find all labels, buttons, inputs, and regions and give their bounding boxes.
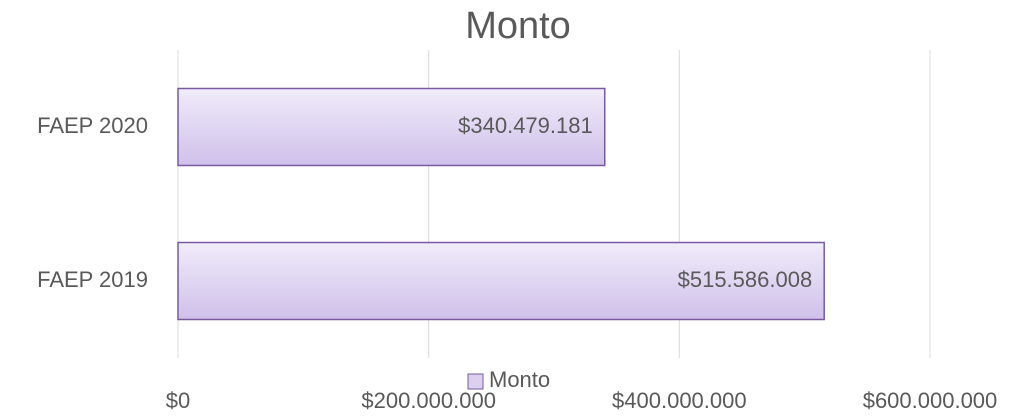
bar	[177, 241, 825, 321]
x-tick-label: $600.000.000	[863, 388, 998, 413]
bar	[177, 87, 606, 167]
y-tick-label: FAEP 2020	[37, 113, 148, 138]
legend-label: Monto	[489, 367, 550, 392]
x-tick-label: $0	[166, 388, 190, 413]
x-tick-label: $400.000.000	[612, 388, 747, 413]
x-tick-label: $200.000.000	[361, 388, 496, 413]
legend-swatch	[467, 373, 484, 390]
data-label: $515.586.008	[678, 267, 813, 292]
chart-title: Monto	[465, 5, 571, 47]
y-tick-label: FAEP 2019	[37, 267, 148, 292]
data-label: $340.479.181	[458, 113, 593, 138]
